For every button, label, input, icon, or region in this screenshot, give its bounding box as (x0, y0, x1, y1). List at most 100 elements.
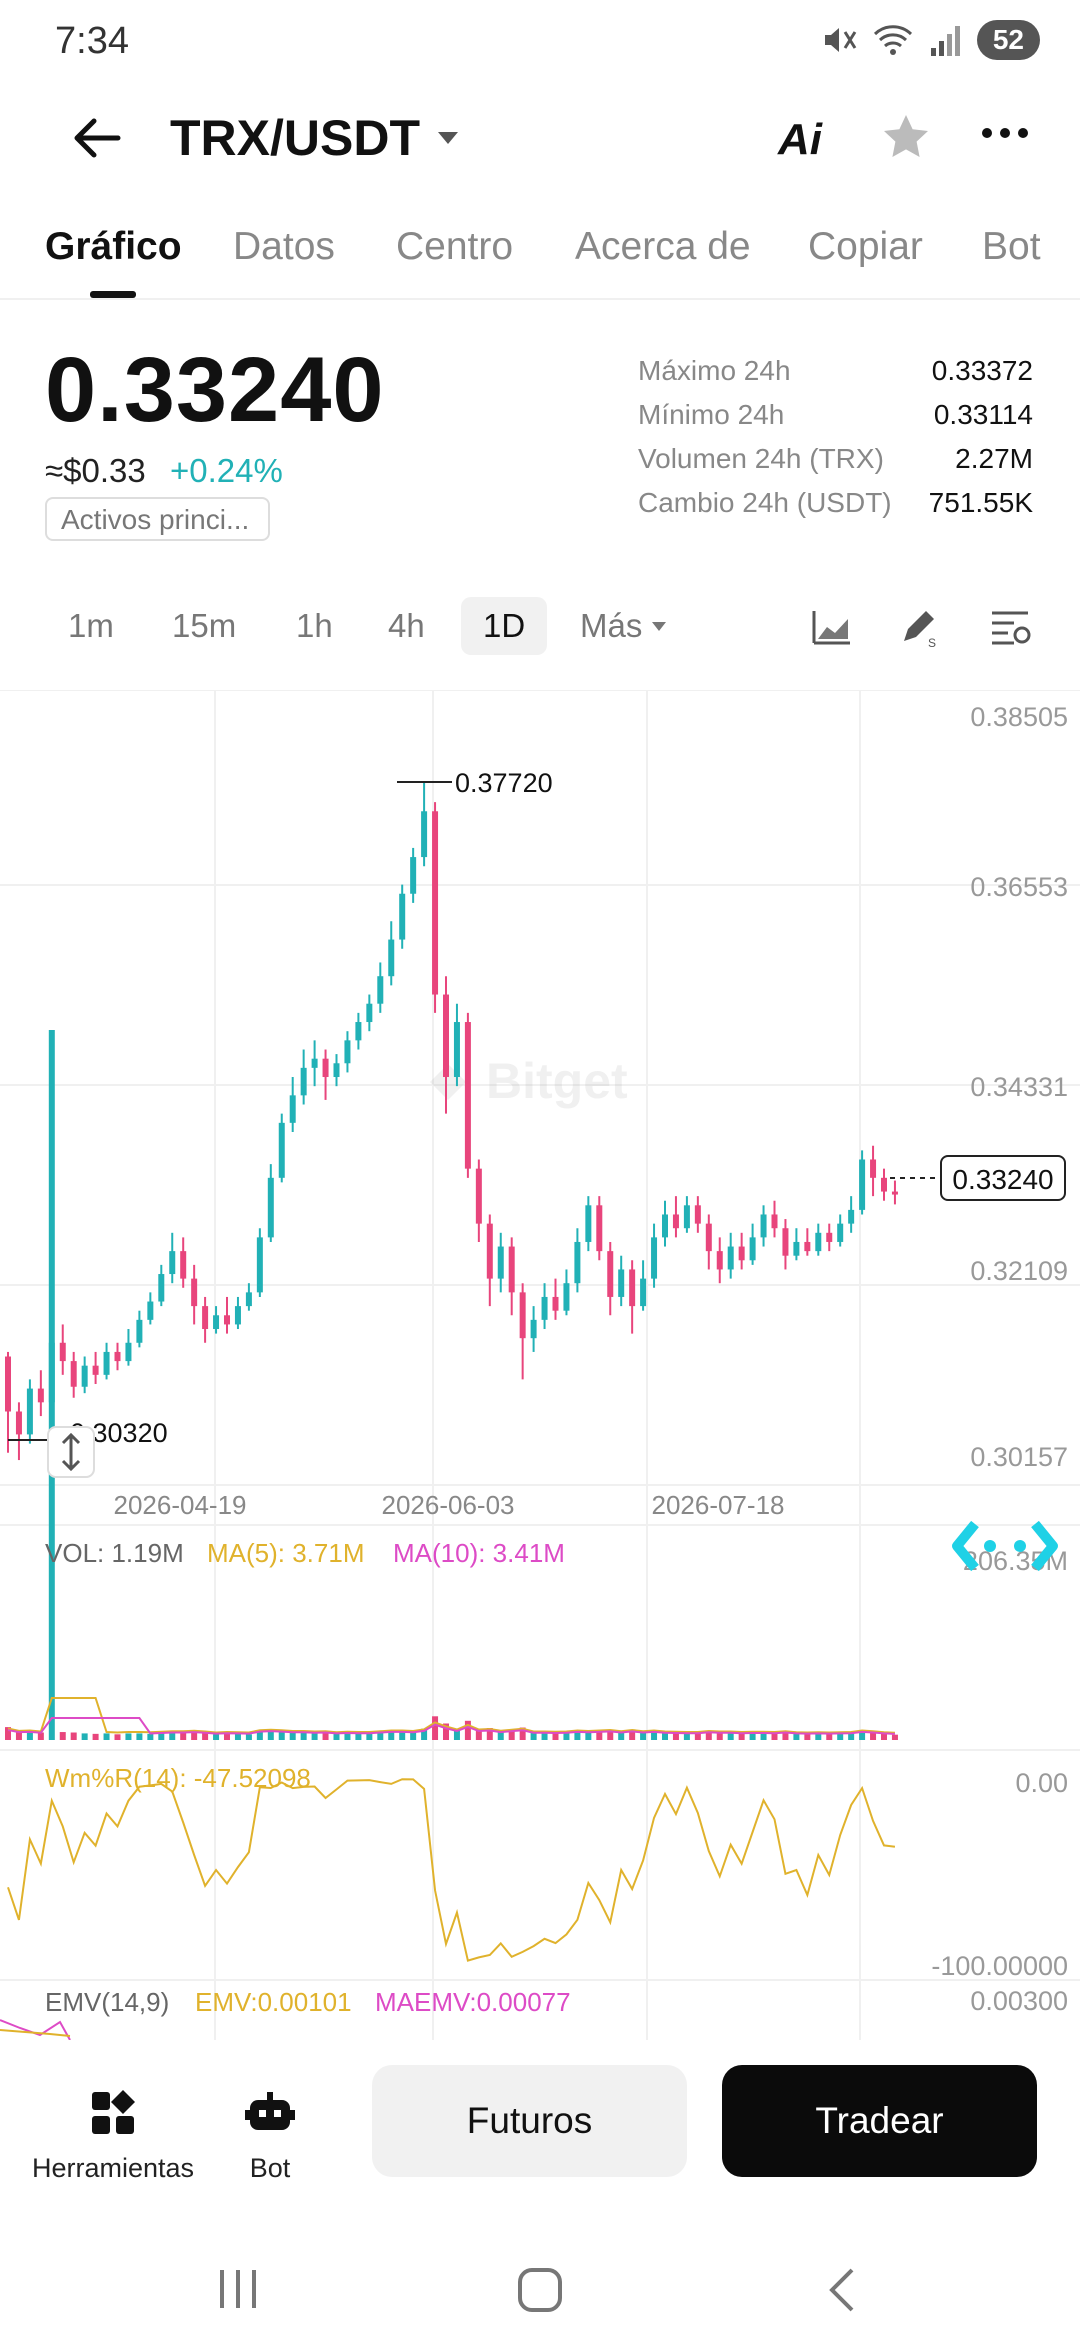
volume-bar (716, 1732, 723, 1740)
tab-grafico[interactable]: Gráfico (45, 225, 182, 268)
home-icon[interactable] (518, 2268, 562, 2312)
timeframe-1d[interactable]: 1D (461, 597, 548, 655)
candle-body (793, 1241, 800, 1256)
volume-bar (552, 1732, 559, 1740)
candle-body (541, 1296, 548, 1320)
futures-button[interactable]: Futuros (372, 2065, 687, 2177)
candle-body (815, 1232, 822, 1252)
volume-bar (672, 1732, 679, 1740)
timeframe-bar: 1m 15m 1h 4h 1D Más S (0, 595, 1080, 670)
star-icon[interactable] (880, 111, 932, 163)
recent-apps-icon[interactable] (220, 2270, 256, 2308)
volume-bar (245, 1734, 252, 1740)
asset-tag[interactable]: Activos princi... (45, 497, 270, 541)
volume-bar (59, 1732, 66, 1740)
candle-body (410, 857, 417, 894)
tab-acerca-de[interactable]: Acerca de (575, 225, 751, 268)
stat-row: Máximo 24h 0.33372 (638, 355, 1033, 399)
volume-bar (5, 1727, 11, 1740)
volume-bar (169, 1732, 176, 1740)
tab-copiar[interactable]: Copiar (808, 225, 923, 268)
battery-indicator: 52 (976, 20, 1040, 60)
x-tick-label: 2026-04-19 (114, 1490, 247, 1520)
candle-body (618, 1269, 625, 1297)
candle-body (672, 1214, 679, 1229)
volume-bar (377, 1732, 384, 1740)
maemv-value-label: MAEMV:0.00077 (375, 1987, 571, 2017)
chart-area[interactable]: Bitget 0.38505 0.36553 0.34331 0.32109 0… (0, 690, 1080, 2040)
volume-bar (826, 1734, 833, 1740)
volume-bar (399, 1730, 406, 1740)
volume-bar (585, 1731, 592, 1740)
volume-bar (760, 1732, 767, 1740)
chart-type-icon[interactable] (810, 605, 854, 649)
timeframe-4h[interactable]: 4h (388, 607, 425, 644)
candle-body (727, 1246, 734, 1270)
status-time: 7:34 (55, 20, 129, 62)
volume-bar (322, 1732, 329, 1740)
candle-body (475, 1168, 482, 1224)
tab-centro[interactable]: Centro (396, 225, 514, 268)
volume-bar (596, 1730, 603, 1740)
volume-bar (213, 1734, 220, 1740)
timeframe-1h[interactable]: 1h (296, 607, 333, 644)
tools-button[interactable]: Herramientas (28, 2090, 198, 2184)
timeframe-more[interactable]: Más (580, 607, 667, 645)
volume-bar (749, 1732, 756, 1740)
volume-bar (453, 1728, 460, 1740)
volume-bar (355, 1733, 362, 1740)
timeframe-15m[interactable]: 15m (172, 607, 237, 644)
range-toggle-icon[interactable] (47, 1426, 95, 1478)
price-change: +0.24% (170, 452, 283, 489)
volume-bar (475, 1728, 482, 1740)
volume-bar (640, 1732, 647, 1740)
stat-row: Cambio 24h (USDT) 751.55K (638, 487, 1033, 531)
volume-bar (410, 1731, 417, 1740)
maemv-line (0, 2029, 71, 2037)
stat-value: 2.27M (955, 443, 1033, 474)
williams-r-line (7, 1778, 896, 1962)
candle-body (782, 1228, 789, 1256)
volume-bar (486, 1728, 493, 1740)
tab-bot[interactable]: Bot (982, 225, 1041, 268)
volume-bar (70, 1732, 77, 1740)
candle-body (344, 1040, 351, 1064)
volume-bar (870, 1732, 877, 1740)
volume-bar (37, 1732, 44, 1740)
candle-body (837, 1223, 844, 1242)
candle-body (508, 1246, 515, 1293)
candle-body (651, 1237, 658, 1279)
system-nav-bar (220, 2268, 854, 2312)
timeframe-1m[interactable]: 1m (68, 607, 114, 644)
system-back-icon[interactable] (829, 2268, 854, 2312)
more-icon[interactable] (980, 123, 1030, 143)
trade-button[interactable]: Tradear (722, 2065, 1037, 2177)
candle-body (92, 1365, 99, 1375)
candle-body (180, 1251, 187, 1279)
volume-bar (607, 1729, 614, 1740)
indicator-settings-icon[interactable] (988, 605, 1032, 649)
expand-arrows-icon[interactable] (952, 1520, 1058, 1572)
volume-ma10-label: MA(10): 3.41M (393, 1538, 565, 1568)
back-arrow-icon[interactable] (70, 111, 124, 165)
tab-datos[interactable]: Datos (233, 225, 335, 268)
ai-button[interactable]: Ai (778, 115, 822, 164)
candle-body (771, 1214, 778, 1229)
volume-bar (508, 1729, 515, 1740)
volume-bar (81, 1733, 88, 1740)
volume-bar (464, 1720, 471, 1740)
candle-body (114, 1351, 121, 1362)
volume-bar (289, 1731, 296, 1740)
volume-bar (683, 1733, 690, 1740)
candle-body (202, 1306, 209, 1330)
volume-bar (727, 1732, 734, 1740)
signal-icon (930, 26, 960, 56)
candle-body (399, 893, 406, 940)
candle-body (169, 1251, 176, 1275)
pair-selector[interactable]: TRX/USDT (170, 109, 458, 167)
y-tick-label: 0.30157 (970, 1442, 1068, 1472)
candlestick-chart[interactable]: Bitget 0.38505 0.36553 0.34331 0.32109 0… (0, 690, 1080, 2040)
bot-button[interactable]: Bot (230, 2090, 310, 2184)
drawing-pencil-icon[interactable]: S (898, 605, 942, 649)
candle-body (289, 1095, 296, 1123)
